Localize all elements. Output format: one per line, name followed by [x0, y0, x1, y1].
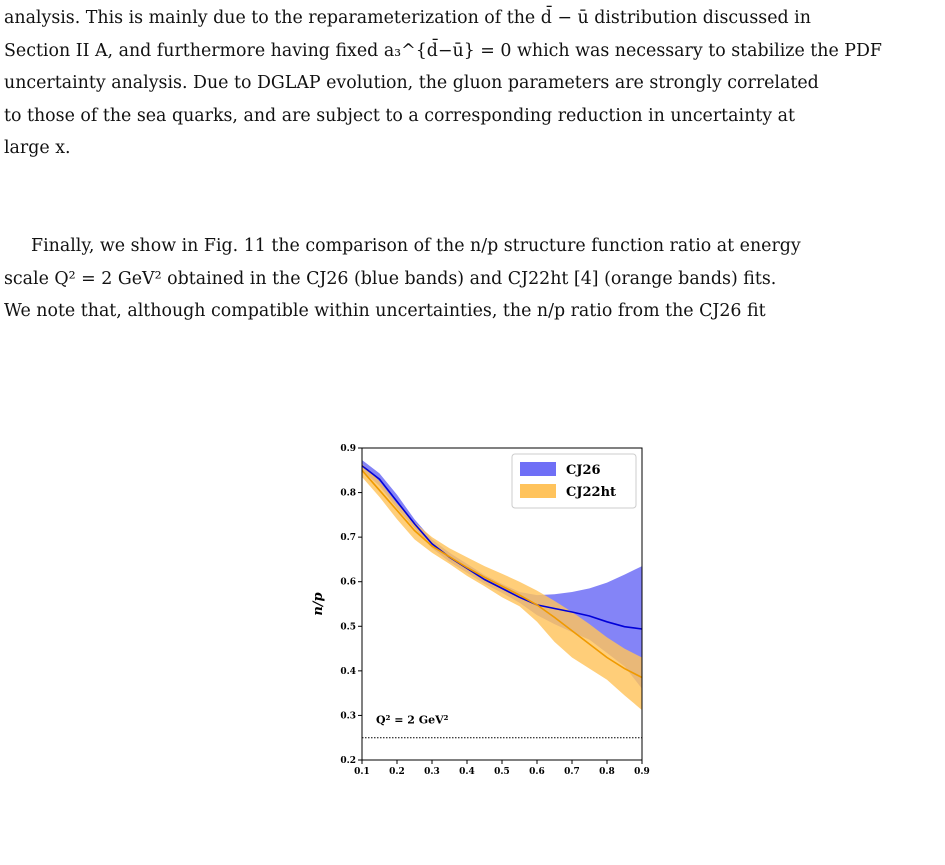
figure-np-ratio: 0.1 0.2 0.3 0.4 0.5 0.6 0.7 0.8 0.9 0.2 0.3 0.4 0.5… — [270, 430, 670, 794]
legend-swatch-cj26 — [520, 462, 556, 476]
text-line: uncertainty analysis. Due to DGLAP evolu… — [4, 73, 819, 93]
y-tick-label: 0.3 — [340, 711, 356, 721]
x-tick-label: 0.4 — [459, 767, 475, 777]
text-line: Finally, we show in Fig. 11 the comparis… — [31, 236, 801, 256]
y-tick-label: 0.9 — [340, 444, 356, 454]
text-line: We note that, although compatible within… — [4, 301, 766, 321]
x-axis-label: x — [497, 779, 506, 780]
q2-annotation: Q² = 2 GeV² — [376, 714, 449, 727]
chart-legend: CJ26 CJ22ht — [511, 453, 637, 509]
x-tick-label: 0.2 — [389, 767, 405, 777]
text-line: to those of the sea quarks, and are subj… — [4, 105, 795, 126]
text-line: analysis. This is mainly due to the repa… — [4, 8, 811, 28]
np-ratio-chart: 0.1 0.2 0.3 0.4 0.5 0.6 0.7 0.8 0.9 0.20.30.40.5… — [311, 444, 650, 794]
legend-label-cj26: CJ26 — [566, 463, 601, 478]
paragraph-uncertainty-analysis: analysis. This is mainly due to the repa… — [4, 2, 934, 165]
x-tick-label: 0.7 — [564, 767, 580, 777]
legend-swatch-cj22ht — [520, 484, 556, 498]
central-line-cj22ht — [361, 469, 643, 679]
paragraph-np-ratio: Finally, we show in Fig. 11 the comparis… — [4, 230, 934, 328]
x-tick-label: 0.8 — [599, 767, 615, 777]
text-line: Section II A, and furthermore having fix… — [4, 40, 882, 61]
y-tick-label: 0.2 — [340, 756, 356, 766]
text-line: large x. — [4, 138, 71, 158]
legend-label-cj22ht: CJ22ht — [566, 485, 616, 500]
y-tick-label: 0.7 — [340, 533, 356, 543]
y-axis-label: n/p — [311, 592, 326, 615]
x-tick-label: 0.9 — [634, 767, 650, 777]
figure-caption-top — [4, 842, 934, 865]
central-line-cj26 — [361, 465, 643, 630]
y-tick-label: 0.4 — [340, 667, 356, 677]
x-tick-label: 0.5 — [494, 767, 510, 777]
x-tick-label: 0.3 — [424, 767, 440, 777]
y-tick-label: 0.6 — [340, 578, 356, 588]
y-tick-label: 0.5 — [340, 622, 356, 632]
x-tick-label: 0.1 — [354, 767, 370, 777]
lines-layer — [361, 465, 643, 679]
text-line: scale Q² = 2 GeV² obtained in the CJ26 (… — [4, 268, 777, 289]
y-tick-group: 0.2 0.3 0.4 0.5 0.6 0.7 0.8 0.9 — [340, 444, 362, 766]
y-tick-label: 0.8 — [340, 489, 356, 499]
x-tick-group: 0.1 0.2 0.3 0.4 0.5 0.6 0.7 0.8 0.9 — [354, 760, 650, 777]
x-tick-label: 0.6 — [529, 767, 545, 777]
